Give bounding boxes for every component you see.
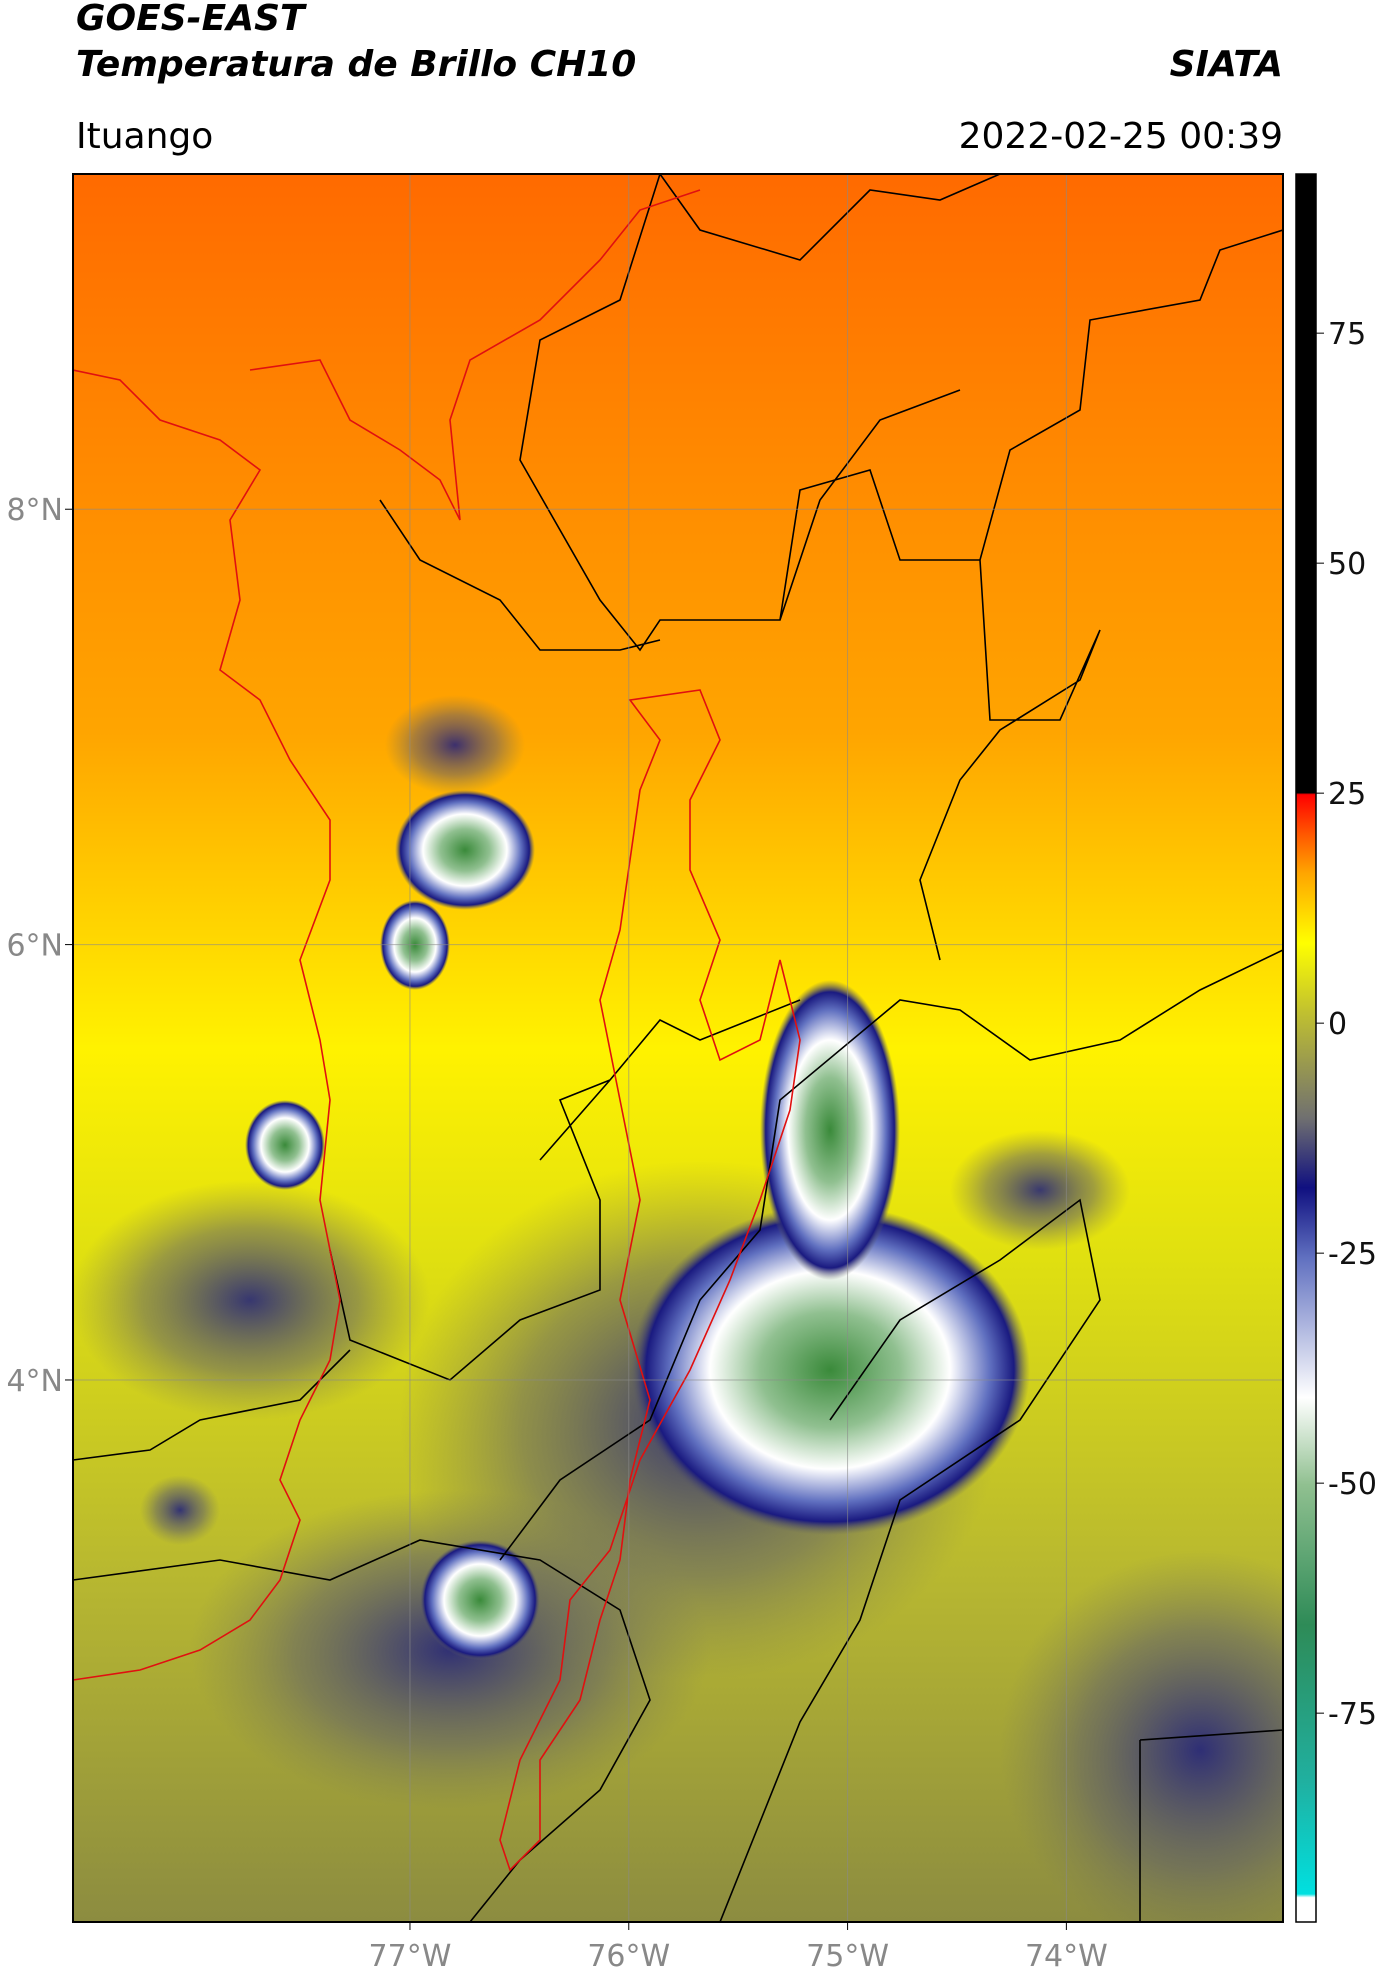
colorbar-tick-label: -75 <box>1328 1697 1377 1732</box>
map-image <box>73 174 1283 1922</box>
x-tick-label: 74°W <box>1025 1939 1108 1974</box>
title: GOES-EAST <box>76 0 307 39</box>
x-tick-label: 76°W <box>587 1939 670 1974</box>
x-tick-label: 75°W <box>806 1939 889 1974</box>
subtitle: Temperatura de Brillo CH10 <box>76 44 636 85</box>
map-frame <box>72 173 1284 1923</box>
colorbar-tick-label: 50 <box>1328 547 1366 582</box>
colorbar-tick-label: 0 <box>1328 1007 1347 1042</box>
colorbar-tick-label: -25 <box>1328 1237 1377 1272</box>
colorbar <box>1295 173 1317 1923</box>
location: Ituango <box>76 116 213 157</box>
y-tick-label: 4°N <box>6 1364 63 1399</box>
colorbar-tick-label: -50 <box>1328 1467 1377 1502</box>
source: SIATA <box>1170 44 1283 85</box>
datetime: 2022-02-25 00:39 <box>959 116 1283 157</box>
y-tick-label: 8°N <box>6 493 63 528</box>
x-tick-label: 77°W <box>369 1939 452 1974</box>
colorbar-tick-label: 25 <box>1328 777 1366 812</box>
y-tick-label: 6°N <box>6 929 63 964</box>
grid <box>73 174 1283 1922</box>
colorbar-tick-label: 75 <box>1328 317 1366 352</box>
